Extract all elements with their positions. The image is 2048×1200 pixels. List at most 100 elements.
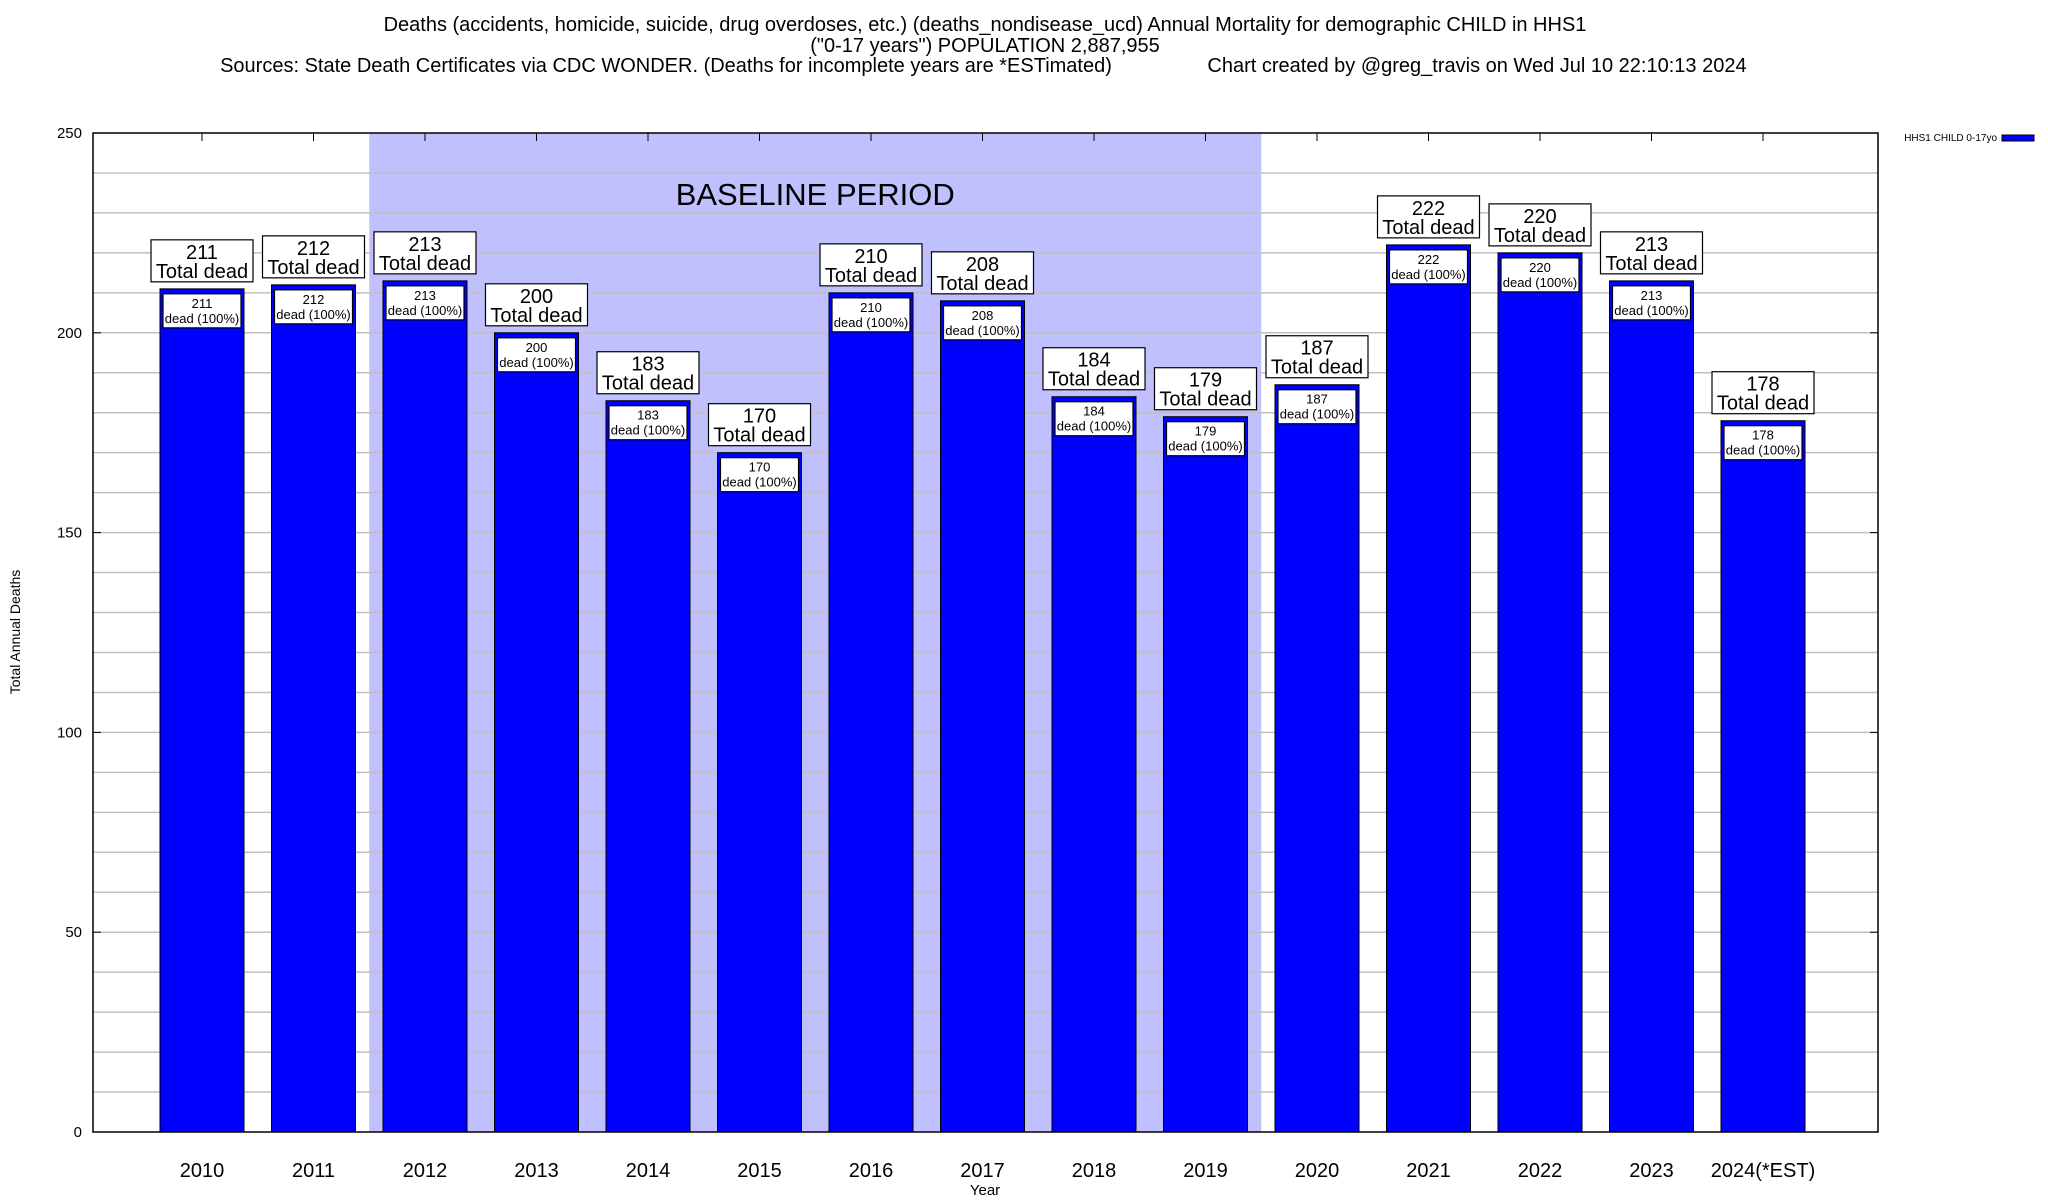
inner-label-text: dead (100%) — [1614, 303, 1688, 318]
x-tick-label: 2011 — [292, 1160, 335, 1182]
inner-label-value: 184 — [1083, 404, 1105, 419]
total-label-box — [930, 251, 1035, 295]
y-tick-label: 150 — [57, 525, 82, 542]
total-label-value: 183 — [631, 354, 664, 376]
total-label-value: 179 — [1189, 370, 1222, 392]
inner-label-text: dead (100%) — [1057, 419, 1131, 434]
inner-label-value: 178 — [1752, 428, 1774, 443]
bar-2010 — [159, 288, 245, 1133]
inner-label-text: dead (100%) — [1391, 267, 1465, 282]
bar-2019 — [1163, 416, 1248, 1133]
inner-label-text: dead (100%) — [499, 355, 573, 370]
x-tick-label: 2013 — [514, 1160, 559, 1182]
y-tick-label: 250 — [57, 125, 82, 142]
total-label-value: 200 — [520, 286, 553, 308]
x-tick-label: 2012 — [403, 1160, 448, 1182]
x-tick-label: 2010 — [180, 1160, 225, 1182]
inner-label-box — [1723, 425, 1803, 461]
plot-frame — [92, 132, 1879, 1133]
total-label-box — [150, 239, 254, 283]
inner-label-text: dead (100%) — [834, 315, 908, 330]
bar-2021 — [1386, 244, 1471, 1133]
total-label-text: Total dead — [1382, 217, 1474, 239]
total-label-box — [819, 243, 923, 287]
inner-label-text: dead (100%) — [165, 311, 239, 326]
x-tick-label: 2024(*EST) — [1711, 1160, 1816, 1182]
x-tick-label: 2015 — [737, 1160, 782, 1182]
inner-label-text: dead (100%) — [611, 423, 685, 438]
chart-credit: Chart created by @greg_travis on Wed Jul… — [1207, 55, 1746, 77]
inner-label-box — [1500, 257, 1580, 293]
total-label-value: 178 — [1746, 374, 1779, 396]
inner-label-value: 220 — [1529, 260, 1551, 275]
total-label-text: Total dead — [1159, 389, 1251, 411]
inner-label-box — [1277, 389, 1357, 425]
inner-label-box — [385, 285, 465, 321]
inner-label-box — [831, 297, 911, 333]
inner-label-value: 208 — [972, 308, 994, 323]
total-label-box — [1711, 371, 1815, 415]
total-label-box — [1376, 195, 1481, 239]
chart-title-line2: ("0-17 years") POPULATION 2,887,955 — [810, 35, 1160, 57]
inner-label-value: 211 — [192, 296, 213, 311]
total-label-box — [261, 235, 366, 279]
inner-label-text: dead (100%) — [1280, 407, 1354, 422]
inner-label-text: dead (100%) — [945, 323, 1019, 338]
bar-2012 — [382, 280, 468, 1133]
chart-title-line1: Deaths (accidents, homicide, suicide, dr… — [384, 14, 1587, 36]
total-label-value: 187 — [1300, 338, 1333, 360]
x-tick-label: 2023 — [1629, 1160, 1674, 1182]
total-label-text: Total dead — [379, 253, 471, 275]
x-tick-label: 2019 — [1183, 1160, 1228, 1182]
bar-2022 — [1497, 252, 1583, 1133]
inner-label-text: dead (100%) — [276, 307, 350, 322]
legend-swatch — [2001, 134, 2035, 142]
inner-label-value: 210 — [860, 300, 882, 315]
inner-label-box — [496, 337, 577, 373]
bar-2016 — [828, 292, 914, 1133]
total-label-value: 220 — [1523, 206, 1556, 228]
bar-2011 — [271, 284, 356, 1133]
x-tick-label: 2020 — [1295, 1160, 1340, 1182]
total-label-box — [1265, 335, 1369, 379]
inner-label-box — [1611, 285, 1692, 321]
total-label-value: 222 — [1412, 198, 1445, 220]
inner-label-text: dead (100%) — [1168, 439, 1242, 454]
inner-label-value: 187 — [1306, 392, 1328, 407]
total-label-text: Total dead — [156, 261, 248, 283]
inner-label-box — [942, 305, 1023, 341]
total-label-box — [1153, 367, 1258, 411]
x-tick-label: 2016 — [849, 1160, 894, 1182]
x-axis-label: Year — [970, 1182, 1000, 1199]
total-label-text: Total dead — [825, 265, 917, 287]
bar-2018 — [1051, 396, 1137, 1133]
inner-label-value: 183 — [637, 408, 659, 423]
x-tick-label: 2014 — [626, 1160, 671, 1182]
total-label-text: Total dead — [1048, 369, 1140, 391]
total-label-value: 184 — [1077, 350, 1110, 372]
total-label-box — [1042, 347, 1146, 391]
total-label-text: Total dead — [1494, 225, 1586, 247]
total-label-value: 212 — [297, 238, 330, 260]
inner-label-box — [608, 405, 688, 441]
total-label-value: 213 — [1635, 234, 1668, 256]
inner-label-value: 179 — [1195, 424, 1217, 439]
bar-2024(*EST) — [1720, 420, 1806, 1133]
inner-label-value: 170 — [749, 460, 771, 475]
total-label-value: 211 — [186, 242, 218, 264]
inner-label-text: dead (100%) — [1503, 275, 1577, 290]
inner-label-text: dead (100%) — [722, 475, 796, 490]
chart-sources: Sources: State Death Certificates via CD… — [220, 55, 1112, 77]
bar-2014 — [605, 400, 691, 1133]
y-tick-label: 200 — [57, 325, 82, 342]
total-label-text: Total dead — [602, 373, 694, 395]
inner-label-box — [273, 289, 354, 325]
total-label-text: Total dead — [936, 273, 1028, 295]
y-tick-label: 50 — [65, 924, 82, 941]
total-label-text: Total dead — [713, 425, 805, 447]
x-tick-label: 2021 — [1406, 1160, 1451, 1182]
inner-label-box — [1054, 401, 1134, 437]
total-label-value: 170 — [743, 406, 776, 428]
total-label-value: 213 — [408, 234, 441, 256]
total-label-box — [1488, 203, 1592, 247]
